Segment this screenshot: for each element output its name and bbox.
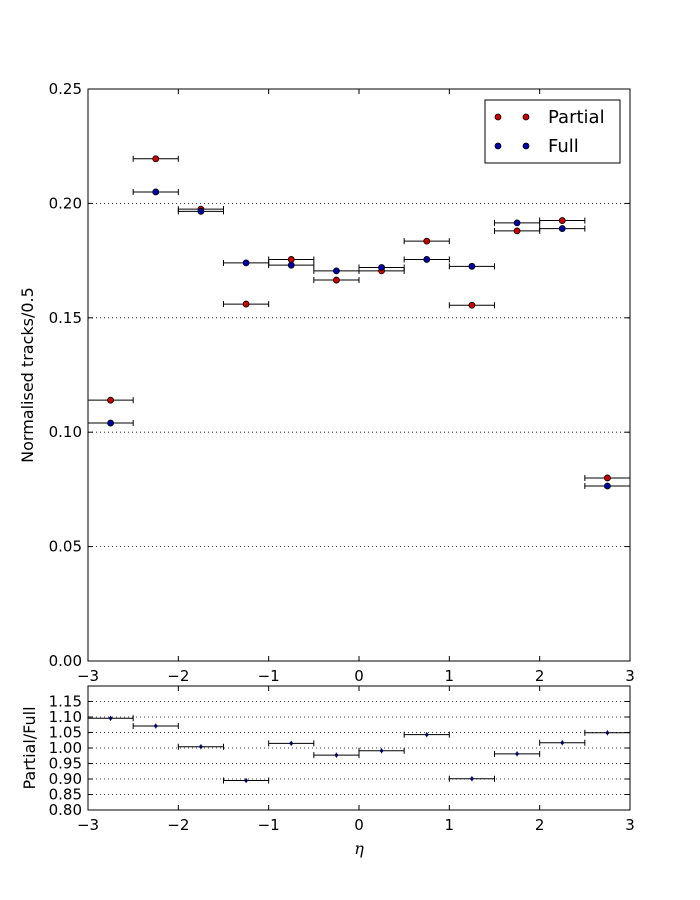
ratio-point bbox=[515, 752, 519, 756]
legend: Partial Full bbox=[484, 99, 621, 164]
top-y-tick-label: 0.20 bbox=[49, 194, 82, 212]
ratio-x-tick-label: −2 bbox=[167, 816, 189, 834]
top-x-tick-label: −3 bbox=[77, 667, 99, 685]
full-point bbox=[152, 188, 160, 196]
legend-marker-full bbox=[494, 142, 502, 150]
legend-label-full: Full bbox=[548, 136, 579, 157]
full-point bbox=[378, 264, 385, 271]
legend-box bbox=[484, 99, 621, 164]
full-point bbox=[558, 225, 566, 232]
partial-point bbox=[152, 155, 160, 163]
ratio-point bbox=[108, 716, 113, 720]
ratio-panel-ticks: 0.800.850.900.951.001.051.101.15 −3 −2 −1 0 1… bbox=[49, 686, 635, 834]
ratio-x-tick-label: −3 bbox=[77, 816, 99, 834]
top-x-tick-label: 2 bbox=[535, 667, 545, 685]
full-point bbox=[423, 256, 431, 263]
ratio-point bbox=[605, 731, 610, 735]
top-y-tick-label: 0.25 bbox=[49, 80, 82, 98]
legend-marker-partial bbox=[522, 113, 530, 121]
top-y-tick-label: 0.05 bbox=[49, 538, 82, 556]
ratio-x-tick-label: 0 bbox=[354, 816, 364, 834]
partial-point bbox=[558, 217, 566, 224]
ratio-y-tick-label: 1.05 bbox=[49, 724, 82, 742]
partial-point bbox=[242, 300, 250, 308]
top-x-tick-label: 0 bbox=[354, 667, 364, 685]
ratio-y-tick-label: 0.85 bbox=[49, 786, 82, 804]
ratio-y-tick-label: 1.10 bbox=[49, 708, 82, 726]
ratio-point bbox=[560, 741, 564, 745]
ratio-point bbox=[154, 724, 158, 728]
top-x-tick-label: 3 bbox=[625, 667, 635, 685]
ratio-y-tick-label: 1.15 bbox=[49, 693, 82, 711]
full-point bbox=[287, 261, 295, 269]
partial-point bbox=[333, 276, 340, 284]
partial-point bbox=[513, 227, 521, 235]
ratio-point bbox=[425, 733, 429, 737]
full-point bbox=[107, 419, 114, 427]
top-panel-ticks: 0.00 0.05 0.10 0.15 0.20 0.25 −3 −2 −1 0 1 2 3 bbox=[49, 80, 635, 685]
ratio-y-axis-label: Partial/Full bbox=[20, 706, 39, 789]
top-x-tick-label: 1 bbox=[445, 667, 455, 685]
ratio-panel-marks bbox=[87, 715, 631, 784]
partial-point bbox=[604, 474, 611, 482]
partial-point bbox=[468, 301, 476, 309]
partial-point bbox=[287, 256, 295, 263]
ratio-point bbox=[289, 741, 293, 745]
legend-label-partial: Partial bbox=[548, 107, 605, 128]
ratio-point bbox=[379, 749, 384, 753]
partial-point bbox=[107, 396, 114, 404]
ratio-point bbox=[470, 777, 474, 781]
x-axis-label: η bbox=[354, 839, 364, 858]
ratio-x-tick-label: 2 bbox=[535, 816, 545, 834]
top-y-axis-label: Normalised tracks/0.5 bbox=[18, 287, 37, 463]
full-point bbox=[242, 259, 250, 267]
partial-point bbox=[423, 237, 431, 245]
ratio-x-tick-label: 3 bbox=[625, 816, 635, 834]
top-y-tick-label: 0.15 bbox=[49, 309, 82, 327]
full-point bbox=[197, 208, 205, 215]
ratio-point bbox=[334, 753, 339, 757]
full-point bbox=[468, 262, 476, 270]
ratio-y-tick-label: 0.95 bbox=[49, 755, 82, 773]
top-panel-frame bbox=[87, 88, 631, 662]
ratio-x-tick-label: 1 bbox=[445, 816, 455, 834]
full-point bbox=[513, 219, 521, 227]
top-x-tick-label: −1 bbox=[258, 667, 280, 685]
ratio-y-tick-label: 0.90 bbox=[49, 770, 82, 788]
top-x-tick-label: −2 bbox=[167, 667, 189, 685]
ratio-point bbox=[199, 745, 203, 749]
ratio-point bbox=[244, 778, 248, 783]
ratio-y-tick-label: 0.80 bbox=[49, 801, 82, 819]
legend-marker-full bbox=[522, 142, 530, 150]
ratio-y-tick-label: 1.00 bbox=[49, 739, 82, 757]
top-y-tick-label: 0.10 bbox=[49, 423, 82, 441]
legend-marker-partial bbox=[494, 113, 502, 121]
top-panel-grid bbox=[88, 202, 630, 547]
full-point bbox=[333, 267, 340, 275]
ratio-x-tick-label: −1 bbox=[258, 816, 280, 834]
full-point bbox=[604, 482, 611, 490]
top-y-tick-label: 0.00 bbox=[49, 652, 82, 670]
top-panel-marks bbox=[87, 155, 631, 490]
